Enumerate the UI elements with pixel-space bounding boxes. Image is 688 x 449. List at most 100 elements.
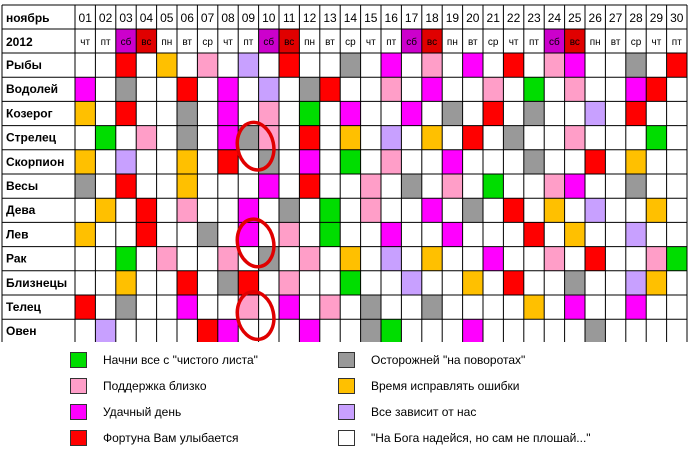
day-cell [564,270,585,295]
day-cell [197,53,218,78]
weekday-label: вс [570,37,580,48]
weekend-cell [421,29,443,53]
day-cell [197,319,218,342]
day-cell [523,101,545,126]
sign-label: Рак [6,252,28,266]
day-cell [279,198,300,223]
day-number: 12 [303,11,317,25]
day-number: 21 [487,11,501,25]
day-cell [544,246,565,271]
weekend-cell [279,29,300,53]
day-cell [238,270,259,295]
legend-item: Начни все с "чистого листа" [70,350,258,370]
day-cell [442,222,463,247]
day-cell [421,198,443,223]
day-cell [75,101,96,126]
weekday-label: вс [427,37,437,48]
day-cell [544,53,565,78]
day-cell [625,101,647,126]
day-cell [115,270,137,295]
legend-label: Фортуна Вам улыбается [103,431,239,445]
day-cell [177,77,198,102]
day-cell [340,149,361,174]
day-cell [156,53,177,78]
day-cell [136,222,157,247]
day-cell [217,319,239,342]
day-cell [217,77,239,102]
day-cell [625,270,647,295]
day-cell [279,270,300,295]
day-cell [217,101,239,126]
weekday-label: пт [101,37,111,48]
day-cell [177,174,198,199]
year-label: 2012 [6,35,33,49]
day-cell [462,125,483,150]
day-number: 18 [425,11,439,25]
day-cell [115,53,137,78]
day-cell [462,198,483,223]
legend-item: Удачный день [70,402,181,422]
sign-label: Водолей [6,82,58,96]
day-cell [95,319,116,342]
day-number: 01 [79,11,93,25]
day-cell [564,53,585,78]
weekend-cell [115,29,137,53]
weekday-label: чт [366,37,376,48]
sign-label: Скорпион [6,155,64,169]
weekday-label: чт [509,37,519,48]
day-number: 11 [283,11,296,25]
weekday-label: сб [406,36,417,48]
weekday-label: пт [672,37,682,48]
legend-item: Фортуна Вам улыбается [70,428,239,448]
day-cell [299,101,320,126]
day-cell [95,198,116,223]
weekday-label: ср [345,37,356,48]
weekday-label: сб [121,36,132,48]
weekend-cell [401,29,422,53]
day-number: 22 [507,11,521,25]
legend-label: Осторожней "на поворотах" [371,353,526,367]
weekend-cell [136,29,157,53]
weekday-label: чт [80,37,90,48]
day-cell [503,270,524,295]
day-cell [340,53,361,78]
day-cell [625,222,647,247]
day-cell [401,270,422,295]
day-cell [340,246,361,271]
day-cell [564,222,585,247]
day-cell [523,77,545,102]
day-cell [421,77,443,102]
sign-label: Весы [6,179,38,193]
day-cell [360,295,381,320]
day-cell [564,77,585,102]
day-cell [95,125,116,150]
weekday-label: вс [284,37,294,48]
legend-item: Осторожней "на поворотах" [338,350,525,370]
day-cell [421,53,443,78]
day-number: 08 [221,11,235,25]
day-number: 27 [609,11,623,25]
day-cell [625,174,647,199]
sign-label: Козерог [6,106,53,120]
day-cell [279,53,300,78]
day-cell [462,53,483,78]
weekday-label: вт [325,37,335,48]
day-number: 07 [201,11,215,25]
highlight-circle [235,217,276,269]
day-cell [442,101,463,126]
day-cell [381,319,402,342]
weekday-label: пн [161,37,172,48]
day-cell [340,125,361,150]
day-cell [483,174,504,199]
day-cell [421,125,443,150]
day-cell [319,295,341,320]
legend-label: Время исправлять ошибки [371,379,520,393]
day-cell [401,101,422,126]
day-cell [75,77,96,102]
day-cell [646,246,667,271]
legend-swatch [338,352,355,368]
day-cell [503,198,524,223]
day-cell [75,174,96,199]
legend-swatch [338,404,355,420]
legend: Начни все с "чистого листа" Поддержка бли… [0,342,688,449]
